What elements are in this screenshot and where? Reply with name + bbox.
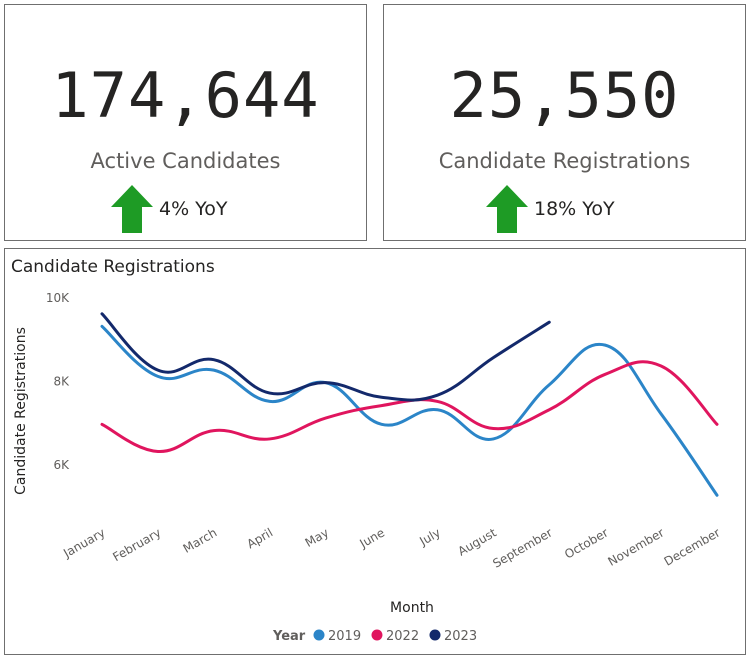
y-axis-title: Candidate Registrations xyxy=(13,327,29,495)
x-tick-label: October xyxy=(562,525,611,561)
x-tick-label: March xyxy=(181,525,220,555)
line-chart-svg: Candidate Registrations 6K 8K 10K Candidate … xyxy=(11,257,723,644)
x-tick-label: September xyxy=(490,525,554,570)
active-candidates-card[interactable]: 174,644 Active Candidates 4% YoY xyxy=(4,4,367,241)
y-tick-label: 8K xyxy=(53,375,70,389)
legend-marker-2023 xyxy=(429,629,441,641)
up-arrow-icon xyxy=(111,185,153,233)
chart-title: Candidate Registrations xyxy=(11,257,215,277)
x-tick-label: May xyxy=(303,525,331,550)
legend-title: Year xyxy=(272,629,306,644)
x-tick-label: April xyxy=(244,525,275,551)
x-axis-title: Month xyxy=(390,600,434,616)
active-candidates-label: Active Candidates xyxy=(90,149,281,173)
series-line-2023 xyxy=(100,312,551,402)
candidate-registrations-value: 25,550 xyxy=(449,59,680,132)
legend-label: 2023 xyxy=(444,629,477,644)
x-tick-label: November xyxy=(606,525,667,568)
x-tick-label: August xyxy=(455,525,499,558)
x-tick-label: July xyxy=(416,525,443,548)
candidate-registrations-trend: 18% YoY xyxy=(486,185,615,233)
x-tick-label: January xyxy=(60,525,107,560)
series-line-2019 xyxy=(100,324,719,497)
y-tick-label: 6K xyxy=(53,458,70,472)
up-arrow-icon xyxy=(486,185,528,233)
legend-marker-2019 xyxy=(313,629,325,641)
active-candidates-trend: 4% YoY xyxy=(111,185,228,233)
active-candidates-value: 174,644 xyxy=(51,59,320,132)
legend-label: 2022 xyxy=(386,629,419,644)
x-tick-label: December xyxy=(662,525,723,568)
candidate-registrations-yoy: 18% YoY xyxy=(534,198,615,220)
series-line-2022 xyxy=(100,360,719,453)
active-candidates-yoy: 4% YoY xyxy=(159,198,228,220)
candidate-registrations-card[interactable]: 25,550 Candidate Registrations 18% YoY xyxy=(383,4,746,241)
candidate-registrations-label: Candidate Registrations xyxy=(438,149,691,173)
x-tick-label: June xyxy=(357,525,388,551)
legend-marker-2022 xyxy=(371,629,383,641)
legend-label: 2019 xyxy=(328,629,361,644)
y-tick-label: 10K xyxy=(46,291,70,305)
registrations-line-chart[interactable]: Candidate Registrations 6K 8K 10K Candidate … xyxy=(4,248,746,655)
x-tick-label: February xyxy=(110,525,163,564)
